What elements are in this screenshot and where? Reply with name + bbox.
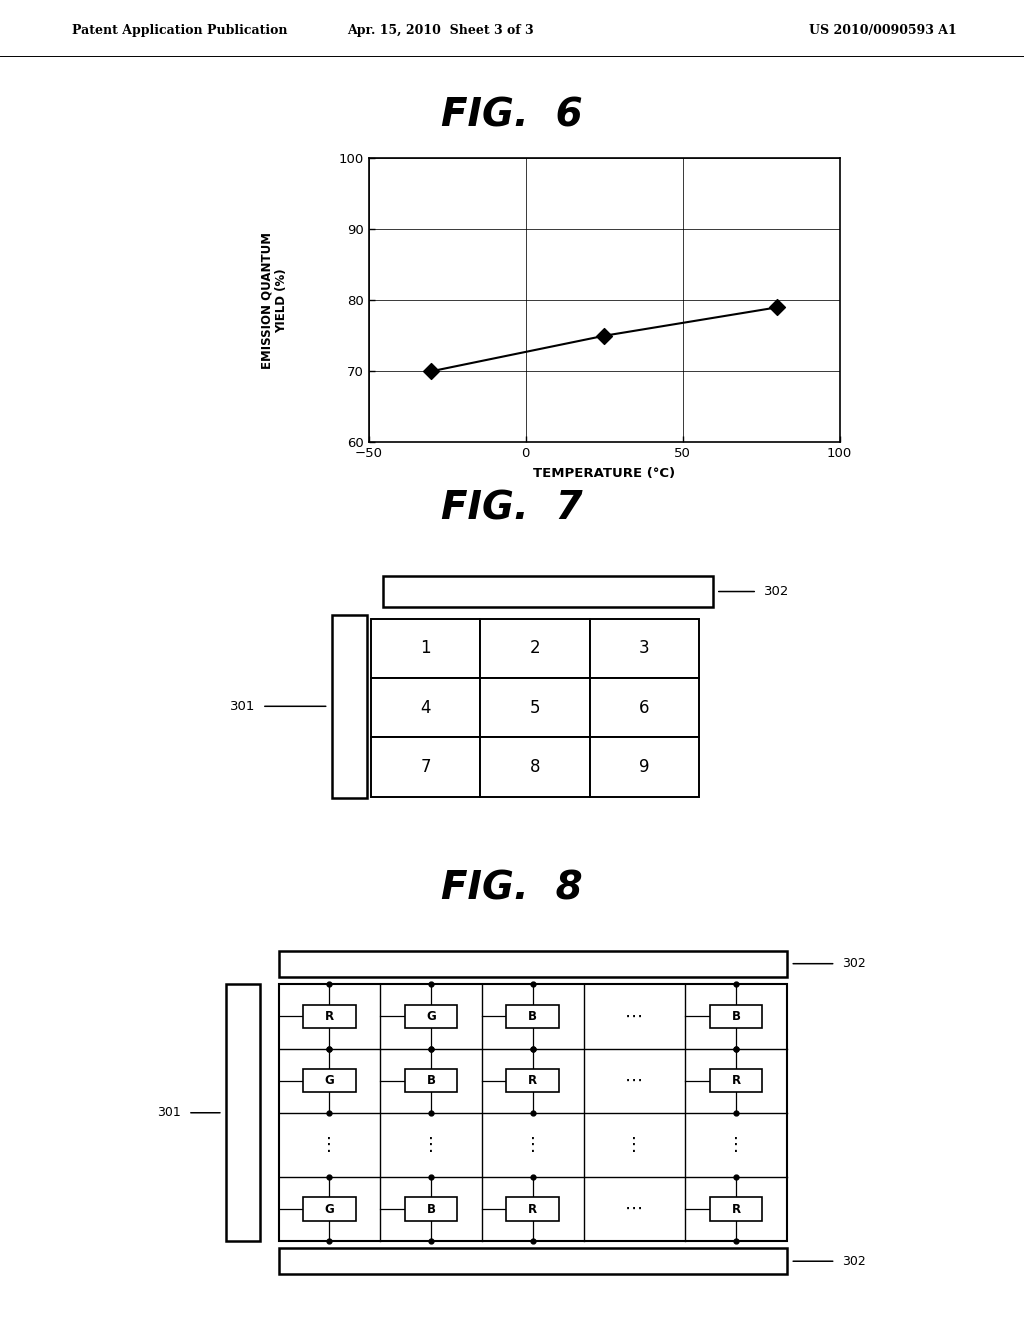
Text: Patent Application Publication: Patent Application Publication [72, 24, 287, 37]
Text: 7: 7 [421, 758, 431, 776]
Bar [506, 1005, 559, 1028]
Bar [506, 1197, 559, 1221]
Text: R: R [731, 1203, 740, 1216]
Text: G: G [426, 1010, 436, 1023]
Text: FIG.  8: FIG. 8 [441, 870, 583, 907]
Bar [710, 1197, 763, 1221]
Text: 6: 6 [639, 698, 649, 717]
Text: B: B [731, 1010, 740, 1023]
Text: B: B [427, 1203, 435, 1216]
Bar [303, 1005, 355, 1028]
Point [596, 325, 612, 346]
Text: 4: 4 [421, 698, 431, 717]
Text: 9: 9 [639, 758, 649, 776]
Text: 302: 302 [843, 1255, 866, 1267]
Bar [710, 1005, 763, 1028]
Text: R: R [325, 1010, 334, 1023]
Text: FIG.  7: FIG. 7 [441, 490, 583, 527]
Text: US 2010/0090593 A1: US 2010/0090593 A1 [809, 24, 956, 37]
Text: Apr. 15, 2010  Sheet 3 of 3: Apr. 15, 2010 Sheet 3 of 3 [347, 24, 534, 37]
Bar [710, 1069, 763, 1092]
Text: R: R [731, 1074, 740, 1088]
Point [769, 297, 785, 318]
Text: ⋮: ⋮ [727, 1137, 745, 1154]
Text: ⋯: ⋯ [626, 1200, 643, 1218]
Bar [404, 1069, 458, 1092]
Text: B: B [427, 1074, 435, 1088]
X-axis label: TEMPERATURE (°C): TEMPERATURE (°C) [534, 467, 675, 480]
Bar [279, 985, 786, 1241]
Text: 8: 8 [529, 758, 541, 776]
Text: 301: 301 [158, 1106, 181, 1119]
Bar [590, 738, 698, 797]
Bar [332, 615, 367, 797]
Bar [404, 1005, 458, 1028]
Text: 302: 302 [764, 585, 788, 598]
Text: 2: 2 [529, 639, 541, 657]
Text: ⋮: ⋮ [626, 1137, 643, 1154]
Bar [303, 1069, 355, 1092]
Text: ⋯: ⋯ [626, 1007, 643, 1026]
Text: G: G [325, 1074, 334, 1088]
Text: B: B [528, 1010, 538, 1023]
Text: 3: 3 [639, 639, 649, 657]
Bar [590, 619, 698, 678]
Bar [279, 950, 786, 977]
Bar [371, 619, 480, 678]
Text: EMISSION QUANTUM
YIELD (%): EMISSION QUANTUM YIELD (%) [260, 232, 289, 368]
Bar [480, 738, 590, 797]
Bar [371, 738, 480, 797]
Text: R: R [528, 1203, 538, 1216]
Bar [506, 1069, 559, 1092]
Text: ⋮: ⋮ [321, 1137, 338, 1154]
Text: ⋯: ⋯ [626, 1072, 643, 1089]
Bar [480, 619, 590, 678]
Bar [279, 1249, 786, 1274]
Bar [383, 576, 713, 607]
Bar [371, 678, 480, 738]
Point [423, 360, 439, 381]
Bar [590, 678, 698, 738]
Text: FIG.  6: FIG. 6 [441, 96, 583, 135]
Text: 301: 301 [230, 700, 256, 713]
Bar [480, 678, 590, 738]
Bar [226, 985, 260, 1241]
Bar [404, 1197, 458, 1221]
Text: R: R [528, 1074, 538, 1088]
Text: G: G [325, 1203, 334, 1216]
Text: ⋮: ⋮ [523, 1137, 542, 1154]
Text: 1: 1 [421, 639, 431, 657]
Text: 5: 5 [529, 698, 541, 717]
Text: 302: 302 [843, 957, 866, 970]
Text: ⋮: ⋮ [422, 1137, 440, 1154]
Bar [303, 1197, 355, 1221]
